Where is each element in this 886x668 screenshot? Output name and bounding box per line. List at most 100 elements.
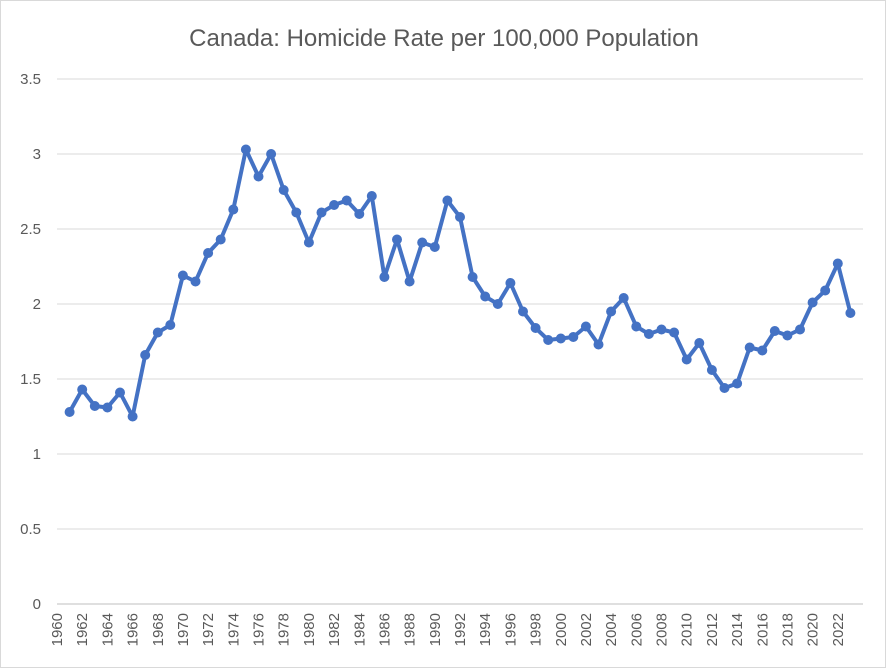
data-point-1969 (165, 320, 176, 330)
x-tick-label: 1998 (528, 613, 545, 646)
data-point-1983 (341, 195, 352, 206)
data-point-1999 (543, 335, 554, 345)
data-point-2010 (681, 354, 692, 365)
x-tick-label: 1960 (49, 613, 66, 646)
data-point-1980 (303, 237, 314, 248)
data-point-1981 (316, 207, 327, 218)
data-point-1962 (77, 384, 88, 395)
data-point-1984 (354, 209, 365, 219)
data-point-2012 (706, 365, 717, 375)
gridlines (57, 78, 863, 605)
data-point-1973 (215, 234, 226, 245)
x-tick-label: 1964 (99, 613, 116, 646)
data-point-1972 (203, 248, 214, 258)
x-tick-label: 1970 (175, 613, 192, 646)
x-tick-label: 2022 (830, 613, 847, 646)
y-tick-label: 0.5 (20, 521, 41, 538)
data-point-1966 (127, 411, 138, 422)
x-tick-label: 2014 (729, 613, 746, 646)
y-tick-label: 2.5 (20, 221, 41, 238)
x-tick-label: 2008 (654, 613, 671, 646)
data-point-2017 (769, 326, 780, 336)
data-point-2015 (744, 342, 755, 353)
x-tick-label: 1976 (251, 613, 268, 646)
data-point-2018 (782, 330, 793, 341)
data-point-2022 (832, 258, 843, 269)
data-point-1967 (140, 350, 151, 360)
x-tick-label: 1968 (150, 613, 167, 646)
data-point-1965 (115, 387, 125, 398)
data-point-2023 (845, 308, 856, 318)
data-point-1986 (379, 272, 390, 282)
data-point-1976 (253, 171, 264, 182)
x-tick-label: 2012 (704, 613, 721, 646)
data-point-2020 (807, 297, 818, 308)
x-tick-label: 2016 (754, 613, 771, 646)
data-point-1964 (102, 402, 113, 413)
x-tick-label: 2006 (628, 613, 645, 646)
data-point-2016 (757, 345, 768, 356)
x-tick-label: 1992 (452, 613, 469, 646)
data-point-2013 (719, 383, 730, 393)
x-tick-label: 2004 (603, 613, 620, 646)
y-tick-label: 3 (33, 146, 41, 163)
x-tick-label: 1980 (301, 613, 318, 646)
x-axis-labels: 1960 1962 1964 1966 1968 1970 1972 1974 1976 1978… (49, 613, 847, 646)
y-tick-label: 1 (33, 446, 41, 463)
data-point-1982 (329, 200, 340, 210)
x-tick-label: 1978 (276, 613, 293, 646)
chart-title: Canada: Homicide Rate per 100,000 Popula… (189, 25, 699, 52)
data-point-1963 (89, 401, 100, 411)
data-point-1996 (505, 278, 516, 288)
data-point-1988 (404, 276, 415, 287)
data-point-1978 (278, 185, 289, 195)
data-point-2009 (669, 327, 680, 338)
x-tick-label: 1994 (477, 613, 494, 646)
data-point-1991 (442, 195, 453, 206)
data-point-2019 (795, 324, 805, 335)
data-point-2008 (656, 324, 667, 335)
x-tick-label: 1982 (326, 613, 343, 646)
data-point-2003 (593, 339, 604, 350)
data-point-1977 (266, 149, 277, 159)
data-point-1961 (64, 407, 75, 417)
series-layer (64, 144, 856, 422)
data-point-2001 (568, 332, 579, 342)
data-point-1993 (467, 272, 478, 282)
x-tick-label: 1988 (402, 613, 419, 646)
x-tick-label: 1974 (225, 613, 242, 646)
series-line (67, 147, 853, 419)
data-point-2007 (643, 329, 654, 339)
data-point-1998 (530, 323, 541, 333)
data-point-2006 (631, 321, 642, 332)
data-point-1974 (228, 204, 239, 215)
data-point-1975 (240, 144, 251, 155)
x-tick-label: 1990 (427, 613, 444, 646)
data-point-1987 (392, 234, 402, 245)
x-tick-label: 1984 (351, 613, 368, 646)
data-point-1995 (492, 299, 503, 309)
data-point-2000 (555, 333, 566, 344)
data-point-1985 (366, 191, 377, 201)
x-tick-label: 2010 (679, 613, 696, 646)
y-tick-label: 2 (33, 296, 41, 313)
x-tick-label: 2002 (578, 613, 595, 646)
data-point-1970 (177, 270, 188, 281)
x-tick-label: 1972 (200, 613, 217, 646)
data-point-1989 (417, 237, 428, 248)
x-tick-label: 1996 (502, 613, 519, 646)
y-tick-label: 0 (33, 596, 41, 613)
y-axis-labels: 0 0.5 1 1.5 2 2.5 3 3.5 (20, 71, 41, 613)
data-point-2011 (694, 338, 705, 348)
data-point-1990 (429, 242, 440, 252)
data-point-2021 (820, 285, 831, 296)
data-point-2014 (732, 378, 743, 389)
data-point-1997 (518, 306, 528, 317)
x-tick-label: 2020 (805, 613, 822, 646)
x-tick-label: 1966 (125, 613, 142, 646)
x-tick-label: 2000 (553, 613, 570, 646)
y-tick-label: 1.5 (20, 371, 41, 388)
x-tick-label: 1962 (74, 613, 91, 646)
